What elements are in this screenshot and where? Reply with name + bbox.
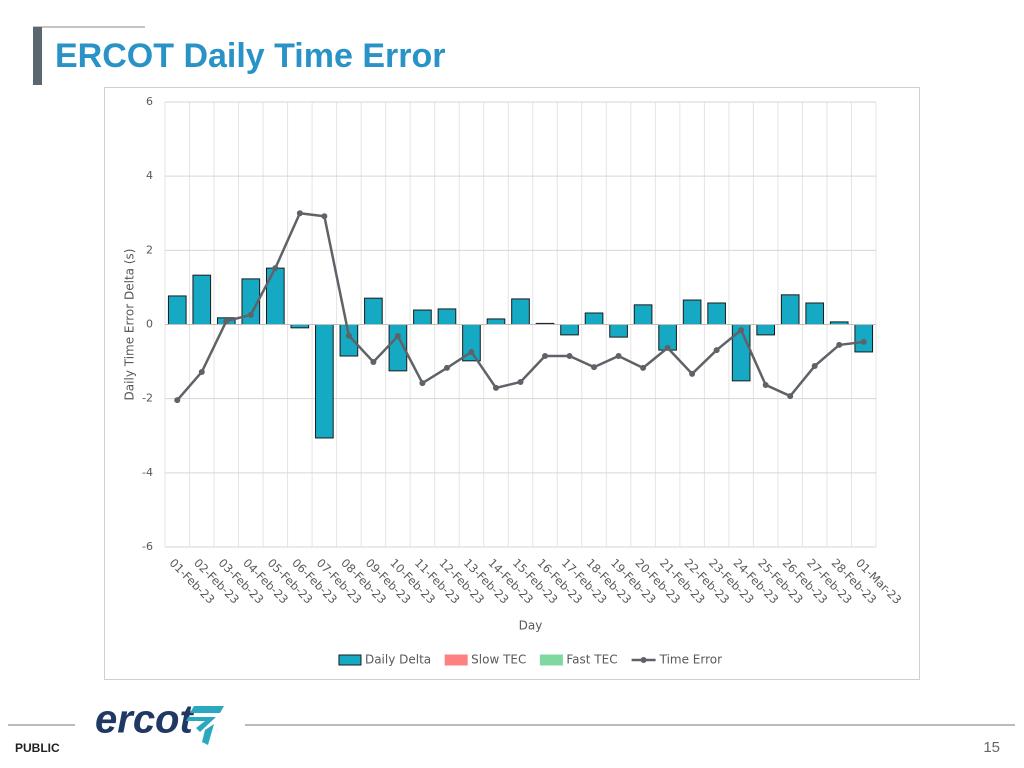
bar: [486, 318, 506, 325]
bar: [437, 308, 457, 325]
bar: [609, 324, 628, 338]
bar: [780, 294, 800, 326]
y-tick-label: 6: [146, 95, 153, 108]
slide-title: ERCOT Daily Time Error: [55, 37, 446, 75]
title-accent: [33, 27, 42, 85]
y-axis-label: Daily Time Error Delta (s): [123, 249, 137, 401]
y-tick-label: -4: [142, 466, 153, 479]
line-point: [566, 353, 573, 360]
line-point: [836, 341, 843, 348]
line-point: [787, 393, 794, 400]
bar: [339, 324, 359, 357]
bar: [167, 295, 187, 325]
line-point: [419, 380, 426, 387]
y-tick-label: 4: [146, 169, 153, 182]
footer-label: PUBLIC: [15, 741, 60, 755]
bar: [364, 297, 383, 326]
page-number: 15: [983, 739, 1000, 756]
bar: [707, 302, 726, 326]
line-point: [713, 347, 720, 354]
bar: [511, 298, 530, 326]
line-point: [174, 397, 181, 404]
line-point: [247, 311, 254, 318]
bar: [682, 299, 702, 325]
y-tick-label: -6: [142, 540, 153, 553]
line-point: [296, 210, 303, 217]
bar: [805, 302, 825, 326]
bar: [290, 324, 310, 329]
line-point: [664, 344, 671, 351]
chart: -6-4-2024601-Feb-2302-Feb-2303-Feb-2304-…: [123, 95, 905, 667]
line-point: [272, 265, 279, 272]
x-axis-label: Day: [519, 619, 543, 633]
bar: [560, 324, 579, 336]
line-point: [738, 327, 745, 334]
legend-swatch: [338, 654, 362, 666]
bar: [266, 267, 285, 325]
legend-label: Time Error: [659, 653, 722, 667]
bar: [756, 324, 775, 336]
line-point: [468, 348, 475, 355]
line-point: [762, 381, 769, 388]
legend-swatch: [539, 654, 563, 666]
line-point: [370, 358, 377, 365]
line-point: [517, 378, 524, 385]
bar: [315, 324, 334, 439]
legend-swatch: [640, 657, 647, 663]
legend-label: Slow TEC: [471, 653, 526, 667]
line-point: [591, 364, 598, 371]
line-point: [345, 332, 352, 339]
legend-swatch: [444, 654, 468, 666]
line-point: [223, 318, 230, 325]
bar: [854, 324, 874, 353]
line-point: [542, 353, 549, 360]
bar: [413, 309, 432, 326]
bar: [633, 304, 653, 325]
legend: Daily Delta Slow TEC Fast TEC Time Error: [338, 653, 722, 667]
bar: [192, 274, 212, 326]
line-point: [394, 332, 401, 339]
line-point: [198, 368, 205, 375]
y-tick-label: 0: [146, 318, 153, 331]
line-point: [492, 384, 499, 391]
line-point: [860, 338, 867, 345]
line-point: [443, 364, 450, 371]
line-point: [615, 353, 622, 360]
line-point: [811, 363, 818, 370]
y-tick-label: 2: [146, 243, 153, 256]
y-tick-label: -2: [142, 392, 153, 405]
line-point: [640, 364, 647, 371]
bar: [584, 312, 604, 326]
line-point: [689, 370, 696, 377]
legend-label: Daily Delta: [365, 653, 431, 667]
legend-label: Fast TEC: [566, 653, 617, 667]
logo-icon: [186, 706, 224, 745]
line-point: [321, 213, 328, 220]
logo-text: ercot: [95, 698, 194, 742]
